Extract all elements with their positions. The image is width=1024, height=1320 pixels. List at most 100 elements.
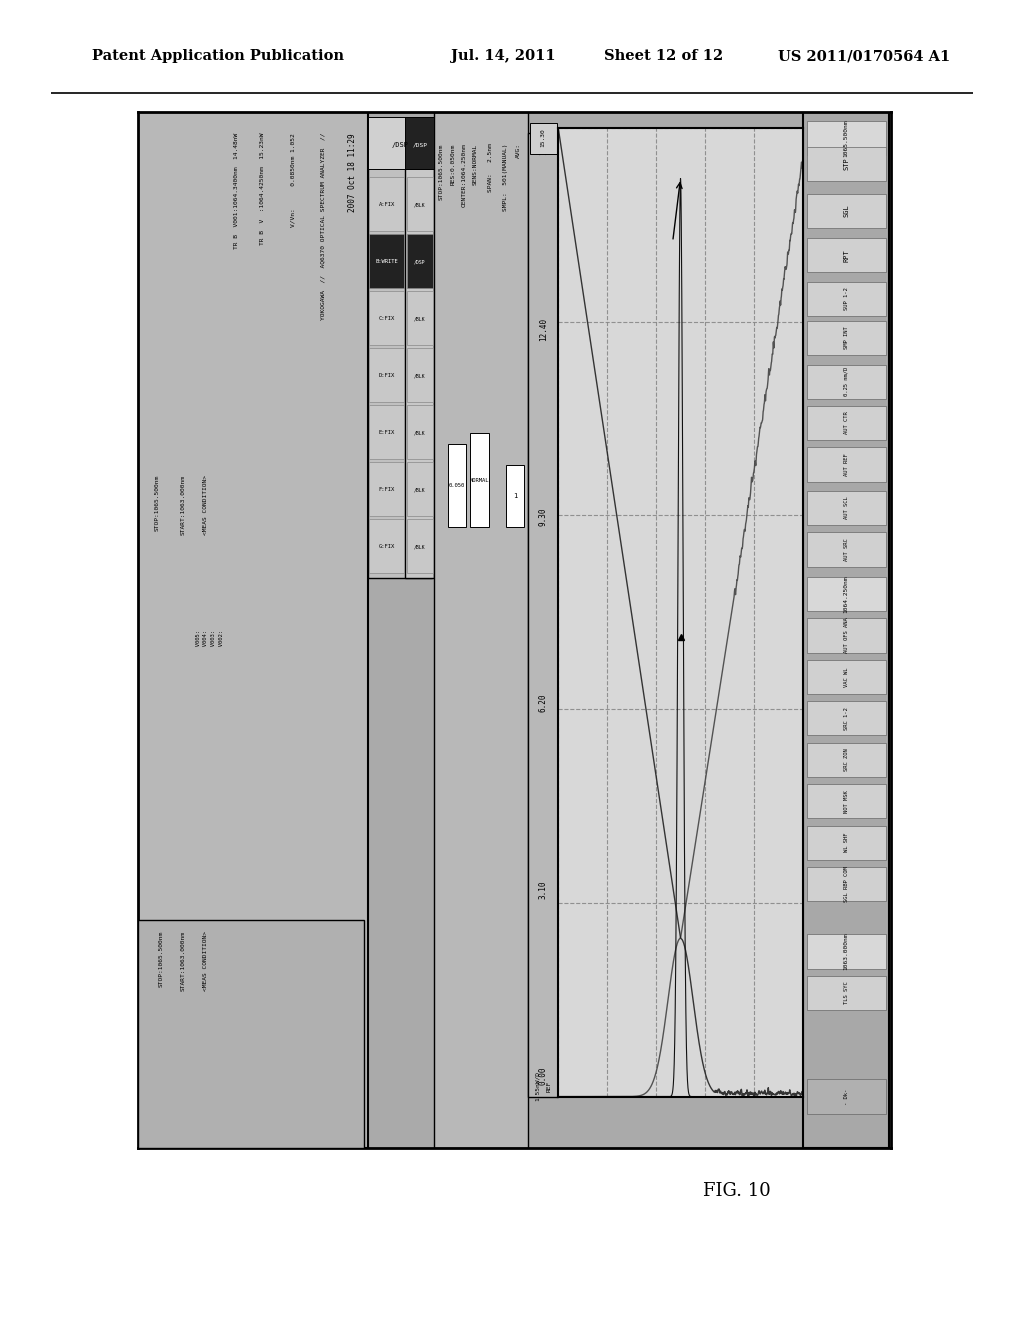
Text: V/Vn:      0.0850nm 1.052: V/Vn: 0.0850nm 1.052 [290, 133, 295, 227]
Text: E:FIX: E:FIX [379, 430, 394, 436]
Text: V003:: V003: [211, 630, 216, 682]
Bar [807, 407, 886, 440]
Text: /BLK: /BLK [414, 430, 426, 436]
Bar [807, 364, 886, 399]
Bar [407, 292, 432, 346]
Bar [807, 147, 886, 181]
Text: SMP INT: SMP INT [844, 327, 849, 350]
Text: 6.20: 6.20 [539, 693, 548, 711]
Text: SRC ZON: SRC ZON [844, 748, 849, 771]
Bar [807, 618, 886, 652]
Text: SGL: SGL [843, 205, 849, 216]
Bar [807, 321, 886, 355]
Bar [407, 462, 432, 516]
Text: SGL RBP COM: SGL RBP COM [844, 866, 849, 902]
Text: STOP:1065.500nm: STOP:1065.500nm [155, 475, 160, 531]
Bar [807, 825, 886, 859]
Text: <MEAS CONDITION>: <MEAS CONDITION> [204, 475, 209, 535]
Text: /BLK: /BLK [414, 544, 426, 549]
Text: RES:0.050nm: RES:0.050nm [451, 144, 456, 185]
Bar [528, 133, 558, 1097]
Text: - Dk-: - Dk- [844, 1089, 849, 1105]
Bar [807, 121, 886, 156]
Text: /DSP: /DSP [391, 143, 409, 148]
Bar [807, 491, 886, 525]
Bar [407, 405, 432, 459]
Text: TLS SYC: TLS SYC [844, 982, 849, 1005]
Text: B:WRITE: B:WRITE [375, 260, 398, 264]
Text: WL SHF: WL SHF [844, 833, 849, 853]
Text: SRC 1-2: SRC 1-2 [844, 708, 849, 730]
Text: F:FIX: F:FIX [379, 487, 394, 492]
Text: /BLK: /BLK [414, 374, 426, 379]
Text: 1: 1 [513, 492, 517, 499]
Bar [138, 112, 368, 1148]
Text: Sheet 12 of 12: Sheet 12 of 12 [604, 49, 723, 63]
Text: TR B  V  :1064.4250nm  15.23nW: TR B V :1064.4250nm 15.23nW [260, 133, 265, 246]
Text: SPAN:   2.5nm: SPAN: 2.5nm [488, 144, 493, 191]
Bar [370, 520, 403, 573]
Text: AUT CTR: AUT CTR [844, 412, 849, 434]
Text: VAC WL: VAC WL [844, 667, 849, 686]
Text: Jul. 14, 2011: Jul. 14, 2011 [451, 49, 555, 63]
Bar [506, 465, 524, 527]
Bar [434, 112, 528, 1148]
Text: YOKOGAWA  //  AQ6370 OPTICAL SPECTRUM ANALYZER  //: YOKOGAWA // AQ6370 OPTICAL SPECTRUM ANAL… [321, 133, 326, 321]
Bar [807, 238, 886, 272]
Text: 1065.500nm: 1065.500nm [844, 119, 849, 157]
Bar [407, 520, 432, 573]
Text: V004:: V004: [204, 630, 209, 682]
Bar [447, 444, 466, 527]
Bar [807, 743, 886, 777]
Text: STOP:1065.500nm: STOP:1065.500nm [159, 931, 163, 987]
Bar [406, 123, 434, 578]
Text: G:FIX: G:FIX [379, 544, 394, 549]
Text: 0.25 nm/D: 0.25 nm/D [844, 367, 849, 396]
Text: NOT MSK: NOT MSK [844, 789, 849, 813]
Bar [807, 701, 886, 735]
Text: STOP:1065.500nm: STOP:1065.500nm [439, 144, 444, 199]
Text: 2007 Oct 18 11:29: 2007 Oct 18 11:29 [348, 133, 357, 211]
Text: SUP 1-2: SUP 1-2 [844, 288, 849, 310]
Text: US 2011/0170564 A1: US 2011/0170564 A1 [778, 49, 950, 63]
Text: FIG. 10: FIG. 10 [703, 1183, 771, 1200]
Bar [370, 177, 403, 231]
Text: START:1063.000nm: START:1063.000nm [181, 475, 186, 535]
Text: SMPL:  501(MANUAL): SMPL: 501(MANUAL) [503, 144, 508, 211]
Text: NORMAL: NORMAL [469, 478, 488, 483]
Text: AUT REF: AUT REF [844, 453, 849, 477]
Text: AVG:: AVG: [516, 144, 521, 158]
Bar [807, 1080, 886, 1114]
Bar [407, 348, 432, 403]
Text: AUT SCL: AUT SCL [844, 496, 849, 519]
Bar [407, 235, 432, 288]
Text: /BLK: /BLK [414, 487, 426, 492]
Text: REF: REF [547, 1081, 552, 1092]
Bar [138, 920, 365, 1148]
Text: /DSP: /DSP [413, 143, 427, 148]
Text: 1063.000nm: 1063.000nm [844, 933, 849, 970]
Text: C:FIX: C:FIX [379, 317, 394, 322]
Bar [807, 867, 886, 902]
Bar [807, 784, 886, 818]
Bar [370, 235, 403, 288]
Bar [807, 281, 886, 315]
Text: TR B  V001:1064.3400nm  14.48nW: TR B V001:1064.3400nm 14.48nW [233, 133, 239, 249]
Bar [807, 660, 886, 694]
Bar [807, 532, 886, 566]
Bar [370, 405, 403, 459]
Bar [406, 117, 434, 169]
Text: SENS:NORMAL: SENS:NORMAL [473, 144, 478, 185]
Text: RPT: RPT [843, 249, 849, 261]
Bar [807, 447, 886, 482]
Text: 0.00: 0.00 [539, 1067, 548, 1085]
Text: 12.40: 12.40 [539, 318, 548, 342]
Bar [368, 123, 432, 578]
Bar [368, 117, 432, 169]
Text: Patent Application Publication: Patent Application Publication [92, 49, 344, 63]
Text: /BLK: /BLK [414, 317, 426, 322]
Text: AUT SRC: AUT SRC [844, 539, 849, 561]
Text: START:1063.000nm: START:1063.000nm [181, 931, 186, 991]
Text: 1.55nW/D: 1.55nW/D [535, 1072, 540, 1101]
Bar [807, 935, 886, 969]
